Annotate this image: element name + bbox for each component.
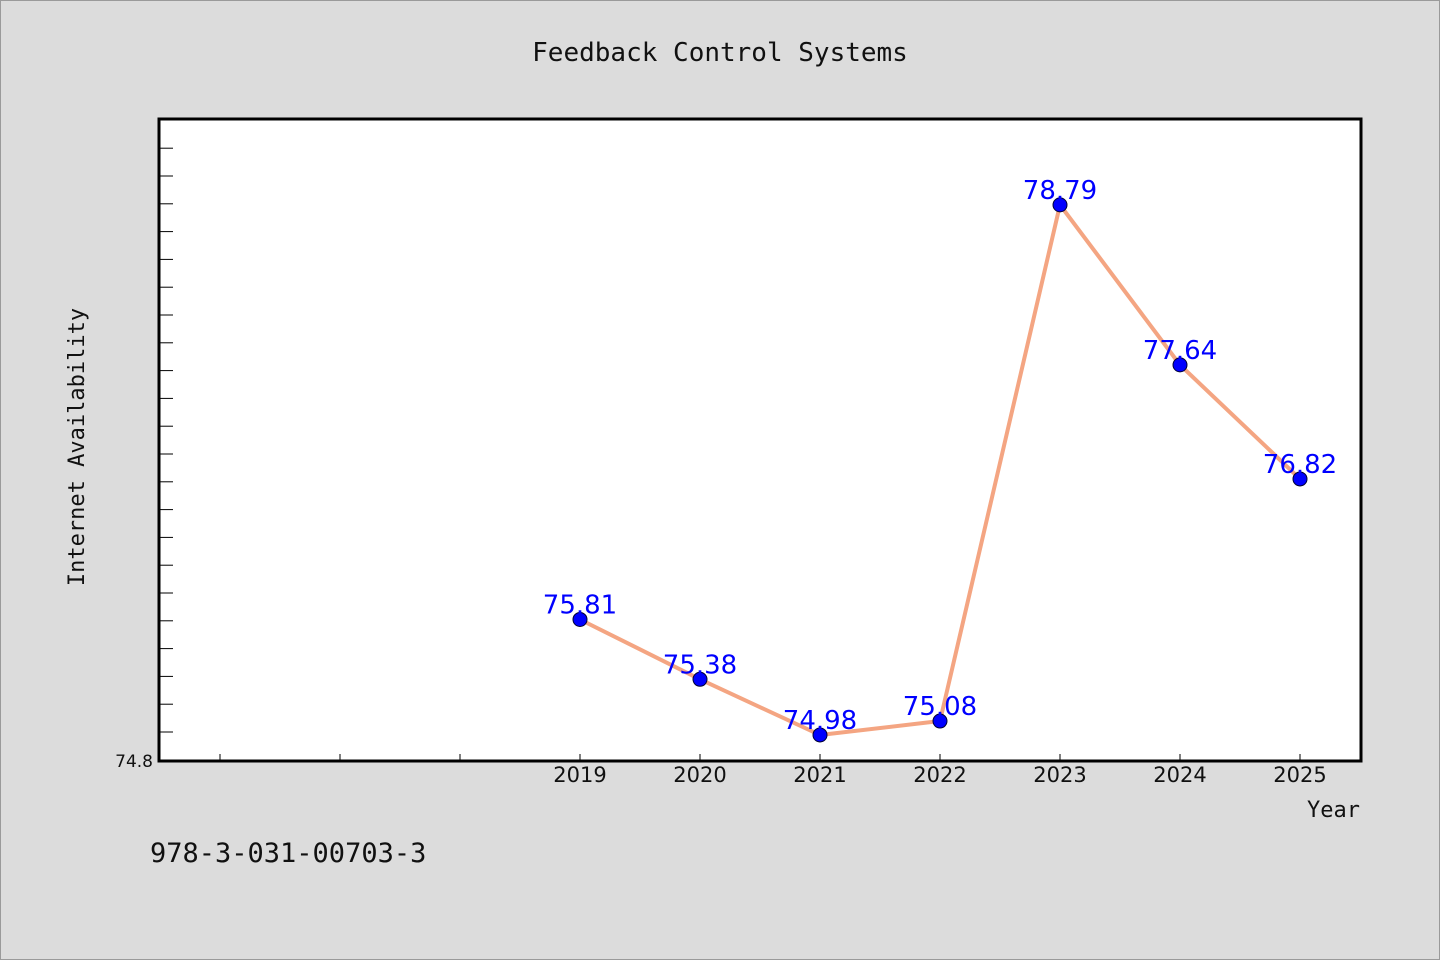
data-label: 74.98 [783,706,857,736]
x-tick-labels: 2019 2020 2021 2022 2023 2024 2025 [553,763,1326,787]
x-tick-label: 2023 [1033,763,1086,787]
data-point [1292,471,1308,487]
x-tick-label: 2021 [793,763,846,787]
data-point [1052,197,1068,213]
y-tick-label: 74.8 [115,752,153,772]
data-point [932,713,948,729]
data-point [812,727,828,743]
x-tick-label: 2024 [1153,763,1206,787]
data-label: 77.64 [1143,336,1217,366]
series-group: 75.81 75.38 74.98 75.08 78.79 77.64 76.82 [543,176,1337,743]
data-label: 75.38 [663,650,737,680]
footer-isbn: 978-3-031-00703-3 [150,838,426,869]
x-minor-ticks [219,754,1301,760]
data-label: 78.79 [1023,176,1097,206]
x-tick-label: 2025 [1273,763,1326,787]
y-minor-ticks [160,147,173,733]
plot-area [157,117,1363,763]
data-label: 75.81 [543,590,617,620]
x-tick-label: 2020 [673,763,726,787]
data-label: 75.08 [903,692,977,722]
chart-title: Feedback Control Systems [532,38,908,68]
data-point [1172,357,1188,373]
y-axis-label: Internet Availability [65,308,90,586]
data-label: 76.82 [1263,450,1337,480]
data-point [692,671,708,687]
data-point [572,611,588,627]
x-tick-label: 2022 [913,763,966,787]
x-axis-label: Year [1307,798,1360,823]
x-tick-label: 2019 [553,763,606,787]
